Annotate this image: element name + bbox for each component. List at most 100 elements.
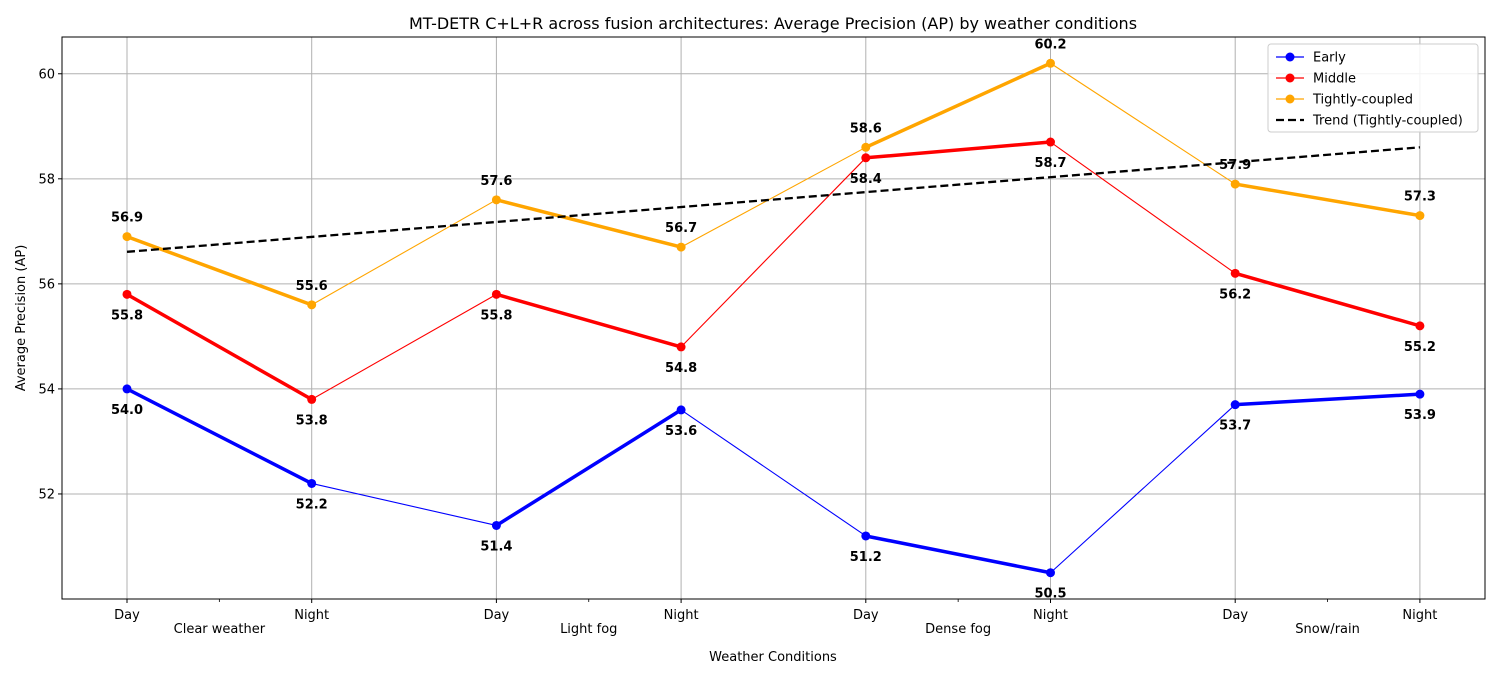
- data-label: 57.3: [1404, 190, 1436, 205]
- data-point: [307, 300, 317, 310]
- series-segment-thin: [1049, 62, 1236, 185]
- data-label: 50.5: [1034, 587, 1066, 602]
- data-point: [122, 289, 132, 299]
- data-label: 57.6: [480, 174, 512, 189]
- axis-ticks: Day Night Day Night Day Night Day Night Clear we…: [38, 67, 1437, 637]
- data-label: 57.9: [1219, 158, 1251, 173]
- series-segment-thick: [494, 292, 683, 349]
- data-point: [1415, 321, 1425, 331]
- data-label: 56.2: [1219, 287, 1251, 302]
- series-segment-thin: [311, 199, 497, 306]
- data-point: [676, 405, 686, 415]
- legend-label: Middle: [1313, 72, 1356, 87]
- data-point: [491, 289, 501, 299]
- data-label: 55.8: [480, 308, 512, 323]
- y-tick-label: 52: [38, 487, 55, 502]
- legend-swatch-marker: [1285, 52, 1295, 62]
- group-label: Snow/rain: [1295, 622, 1360, 637]
- x-tick-label: Night: [294, 608, 329, 623]
- series-segment-thin: [680, 409, 867, 537]
- y-tick-label: 60: [38, 67, 55, 82]
- group-label: Light fog: [560, 622, 617, 637]
- data-point: [1230, 179, 1240, 189]
- series-segment-thin: [1049, 141, 1236, 274]
- series-segment-thick: [125, 387, 314, 486]
- series-segment-thick: [125, 292, 314, 402]
- data-label: 51.4: [480, 539, 512, 554]
- trend-line: [126, 146, 1420, 253]
- series-segment-thick: [1233, 392, 1422, 407]
- series-early: [122, 384, 1425, 578]
- data-label: 55.6: [296, 279, 328, 294]
- x-tick-label: Day: [114, 608, 140, 623]
- series-tightly-coupled: [122, 58, 1425, 310]
- chart-title: MT-DETR C+L+R across fusion architecture…: [409, 14, 1137, 33]
- data-label: 53.6: [665, 424, 697, 439]
- data-label: 53.7: [1219, 419, 1251, 434]
- data-label: 54.8: [665, 361, 697, 376]
- group-label: Clear weather: [174, 622, 266, 637]
- x-tick-label: Day: [1222, 608, 1248, 623]
- data-label: 60.2: [1034, 37, 1066, 52]
- x-axis-label: Weather Conditions: [709, 650, 837, 665]
- data-point: [307, 478, 317, 488]
- data-label: 58.4: [850, 172, 882, 187]
- legend-label: Tightly-coupled: [1312, 93, 1413, 108]
- series-segment-thick: [125, 234, 314, 307]
- group-label: Dense fog: [925, 622, 991, 637]
- data-point: [491, 520, 501, 530]
- series-middle: [122, 137, 1425, 404]
- series-segment-thin: [680, 157, 867, 348]
- x-tick-label: Night: [1402, 608, 1437, 623]
- data-point: [491, 195, 501, 205]
- data-label: 55.8: [111, 308, 143, 323]
- series-segment-thin: [1049, 404, 1236, 574]
- series-segment-thick: [1233, 182, 1422, 218]
- y-tick-label: 58: [38, 172, 55, 187]
- data-point: [307, 394, 317, 404]
- data-point: [1415, 389, 1425, 399]
- data-point: [676, 242, 686, 252]
- legend-swatch-marker: [1285, 73, 1295, 83]
- x-tick-label: Day: [853, 608, 879, 623]
- y-tick-label: 54: [38, 382, 55, 397]
- data-label: 54.0: [111, 403, 143, 418]
- series-layer: [122, 58, 1425, 578]
- data-point: [1230, 268, 1240, 278]
- data-label: 56.9: [111, 211, 143, 226]
- data-point: [676, 342, 686, 352]
- series-segment-thick: [494, 198, 683, 249]
- x-tick-label: Night: [664, 608, 699, 623]
- data-point: [861, 153, 871, 163]
- data-point: [122, 384, 132, 394]
- data-label: 56.7: [665, 221, 697, 236]
- series-segment-thick: [864, 140, 1053, 160]
- y-axis-label: Average Precision (AP): [14, 245, 29, 392]
- legend-label: Trend (Tightly-coupled): [1312, 114, 1463, 129]
- data-point: [1415, 211, 1425, 221]
- series-segment-thick: [864, 61, 1053, 150]
- legend: Early Middle Tightly-coupled Trend (Tightly…: [1267, 43, 1479, 133]
- data-label: 58.7: [1034, 156, 1066, 171]
- data-label: 58.6: [850, 121, 882, 136]
- y-tick-label: 56: [38, 277, 55, 292]
- data-point: [1046, 137, 1055, 147]
- data-point: [1046, 58, 1055, 68]
- series-segment-thin: [311, 482, 497, 527]
- series-segment-thick: [1233, 271, 1422, 328]
- legend-label: Early: [1313, 51, 1346, 66]
- data-labels: 54.0 52.2 51.4 53.6 51.2 50.5 53.7 53.9 55.8 53.8…: [111, 37, 1436, 601]
- data-label: 51.2: [850, 550, 882, 565]
- series-segment-thick: [494, 408, 683, 528]
- legend-swatch-marker: [1285, 94, 1295, 104]
- data-point: [861, 531, 871, 541]
- data-point: [122, 232, 132, 242]
- legend-box: [1267, 43, 1479, 133]
- data-label: 53.9: [1404, 408, 1436, 423]
- data-label: 53.8: [296, 413, 328, 428]
- x-tick-label: Day: [484, 608, 510, 623]
- data-point: [1046, 568, 1055, 578]
- grid: [62, 37, 1485, 599]
- series-segment-thick: [864, 534, 1053, 575]
